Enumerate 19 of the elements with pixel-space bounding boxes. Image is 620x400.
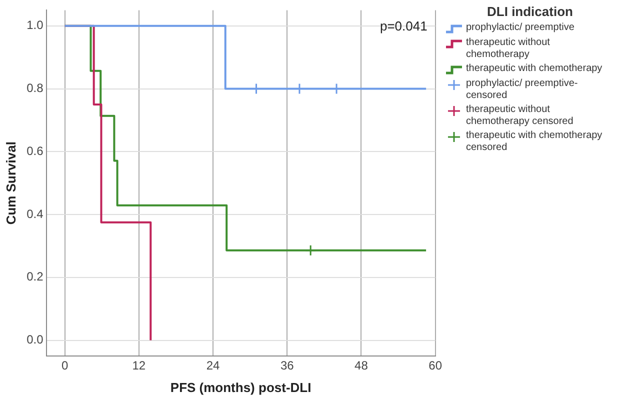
y-tick-label: 0.2 [26, 270, 44, 284]
annotation: p=0.041 [380, 18, 428, 34]
legend-label: prophylactic/ preemptive [466, 22, 574, 34]
y-axis-title: Cum Survival [3, 142, 18, 225]
legend-label: therapeutic with chemotherapy censored [466, 130, 604, 154]
legend-label: therapeutic with chemotherapy [466, 63, 602, 75]
y-tick-label: 0.0 [26, 332, 44, 347]
legend-title: DLI indication [486, 4, 574, 19]
x-tick-label: 60 [428, 358, 442, 373]
y-tick-label: 0.8 [26, 81, 44, 96]
x-tick-label: 24 [206, 358, 220, 373]
x-tick-label: 0 [61, 358, 68, 373]
x-axis-title: PFS (months) post-DLI [170, 380, 312, 395]
y-tick-label: 0.6 [26, 144, 44, 158]
x-tick-label: 36 [280, 358, 294, 373]
y-tick-label: 0.4 [26, 206, 44, 221]
y-tick-label: 1.0 [26, 18, 44, 32]
x-tick-label: 48 [354, 358, 368, 373]
x-tick-label: 12 [132, 358, 146, 373]
